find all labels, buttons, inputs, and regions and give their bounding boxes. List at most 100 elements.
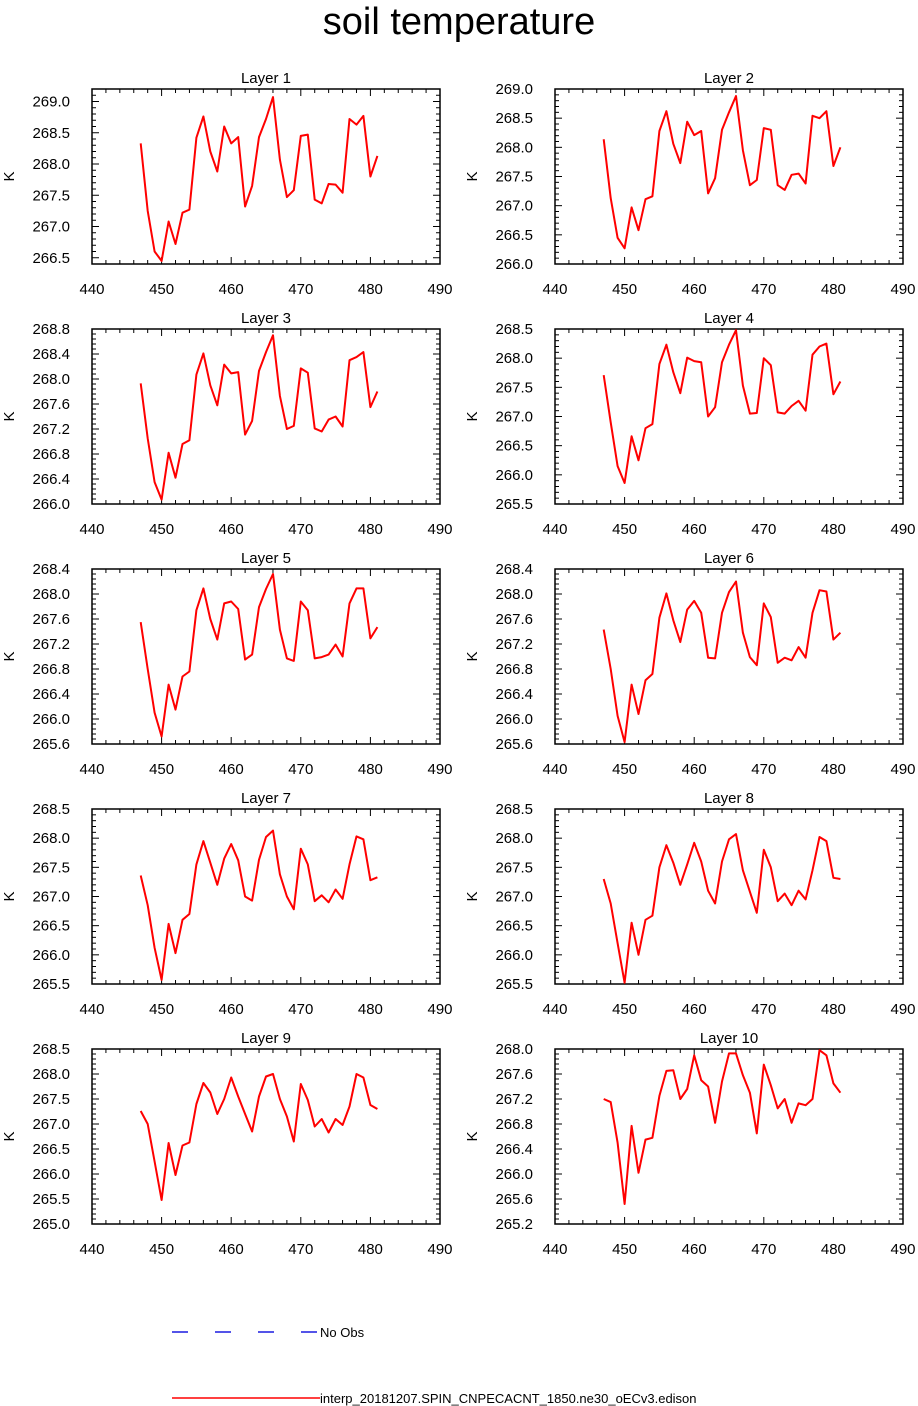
x-tick-label-1: 450: [149, 281, 174, 298]
panel-title-8: Layer 8: [704, 790, 754, 807]
x-tick-label-10: 460: [682, 1241, 707, 1258]
y-tick-label-6: 266.8: [495, 661, 533, 678]
y-tick-label-7: 266.5: [32, 918, 70, 935]
x-tick-label-5: 470: [288, 761, 313, 778]
x-tick-label-3: 450: [149, 521, 174, 538]
y-tick-label-5: 266.0: [32, 711, 70, 728]
x-tick-label-4: 490: [890, 521, 915, 538]
y-axis-label-9: K: [1, 1131, 18, 1141]
x-tick-label-5: 440: [79, 761, 104, 778]
series-line-5: [139, 573, 379, 738]
y-tick-label-9: 266.5: [32, 1141, 70, 1158]
x-tick-label-1: 480: [358, 281, 383, 298]
y-tick-label-5: 268.4: [32, 561, 70, 578]
y-tick-label-1: 267.5: [32, 187, 70, 204]
x-tick-label-8: 460: [682, 1001, 707, 1018]
y-tick-label-3: 266.0: [32, 496, 70, 513]
y-tick-label-10: 266.8: [495, 1116, 533, 1133]
x-tick-label-1: 460: [219, 281, 244, 298]
y-tick-label-8: 267.0: [495, 889, 533, 906]
x-tick-label-4: 440: [542, 521, 567, 538]
y-tick-label-8: 267.5: [495, 859, 533, 876]
x-tick-label-6: 450: [612, 761, 637, 778]
y-tick-label-2: 268.5: [495, 110, 533, 127]
y-tick-label-10: 268.0: [495, 1041, 533, 1058]
panel-frame-9: [91, 1048, 441, 1225]
x-tick-label-9: 470: [288, 1241, 313, 1258]
legend-model-label: interp_20181207.SPIN_CNPECACNT_1850.ne30…: [320, 1391, 697, 1406]
x-tick-label-1: 490: [427, 281, 452, 298]
x-tick-label-7: 490: [427, 1001, 452, 1018]
x-tick-label-3: 490: [427, 521, 452, 538]
x-tick-label-6: 490: [890, 761, 915, 778]
x-tick-label-3: 470: [288, 521, 313, 538]
y-tick-label-8: 266.0: [495, 947, 533, 964]
y-tick-label-6: 265.6: [495, 736, 533, 753]
series-line-10: [603, 1049, 842, 1205]
y-tick-label-2: 266.5: [495, 227, 533, 244]
y-axis-label-1: K: [1, 171, 18, 181]
x-tick-label-2: 460: [682, 281, 707, 298]
y-axis-label-7: K: [1, 891, 18, 901]
y-tick-label-8: 268.0: [495, 830, 533, 847]
x-tick-label-8: 450: [612, 1001, 637, 1018]
x-tick-label-2: 440: [542, 281, 567, 298]
x-tick-label-6: 480: [821, 761, 846, 778]
x-tick-label-4: 480: [821, 521, 846, 538]
x-tick-label-6: 470: [751, 761, 776, 778]
x-tick-label-4: 470: [751, 521, 776, 538]
x-tick-label-2: 480: [821, 281, 846, 298]
y-tick-label-4: 267.5: [495, 379, 533, 396]
y-tick-label-9: 268.5: [32, 1041, 70, 1058]
panel-title-6: Layer 6: [704, 550, 754, 567]
series-line-2: [602, 95, 842, 250]
y-tick-label-10: 267.2: [495, 1091, 533, 1108]
y-tick-label-3: 268.8: [32, 321, 70, 338]
y-tick-label-9: 267.5: [32, 1091, 70, 1108]
x-tick-label-9: 460: [219, 1241, 244, 1258]
series-line-3: [139, 334, 379, 501]
x-tick-label-10: 490: [890, 1241, 915, 1258]
y-axis-label-8: K: [464, 891, 481, 901]
y-tick-label-3: 266.4: [32, 471, 70, 488]
x-tick-label-8: 440: [542, 1001, 567, 1018]
y-tick-label-9: 268.0: [32, 1066, 70, 1083]
x-tick-label-9: 450: [149, 1241, 174, 1258]
y-axis-label-2: K: [464, 171, 481, 181]
y-tick-label-10: 267.6: [495, 1066, 533, 1083]
y-tick-label-1: 268.0: [32, 156, 70, 173]
y-tick-label-7: 268.5: [32, 801, 70, 818]
figure-title: soil temperature: [322, 1, 596, 43]
y-axis-label-5: K: [1, 651, 18, 661]
x-tick-label-5: 480: [358, 761, 383, 778]
x-tick-label-4: 450: [612, 521, 637, 538]
y-tick-label-5: 267.6: [32, 611, 70, 628]
series-line-4: [602, 329, 842, 484]
x-tick-label-3: 440: [79, 521, 104, 538]
y-tick-label-6: 266.4: [495, 686, 533, 703]
x-tick-label-10: 470: [751, 1241, 776, 1258]
y-tick-label-2: 268.0: [495, 139, 533, 156]
x-tick-label-3: 460: [219, 521, 244, 538]
x-tick-label-2: 450: [612, 281, 637, 298]
y-tick-label-9: 267.0: [32, 1116, 70, 1133]
y-tick-label-3: 267.6: [32, 396, 70, 413]
x-tick-label-8: 480: [821, 1001, 846, 1018]
series-line-7: [139, 829, 378, 981]
y-tick-label-5: 266.4: [32, 686, 70, 703]
y-tick-label-8: 265.5: [495, 976, 533, 993]
x-tick-label-5: 490: [427, 761, 452, 778]
x-tick-label-9: 440: [79, 1241, 104, 1258]
y-tick-label-3: 268.4: [32, 346, 70, 363]
y-tick-label-9: 265.5: [32, 1191, 70, 1208]
y-tick-label-8: 266.5: [495, 918, 533, 935]
panel-title-7: Layer 7: [241, 790, 291, 807]
panel-title-10: Layer 10: [700, 1030, 758, 1047]
x-tick-label-5: 460: [219, 761, 244, 778]
x-tick-label-7: 450: [149, 1001, 174, 1018]
series-line-1: [139, 96, 379, 262]
y-tick-label-1: 266.5: [32, 250, 70, 267]
x-tick-label-7: 470: [288, 1001, 313, 1018]
